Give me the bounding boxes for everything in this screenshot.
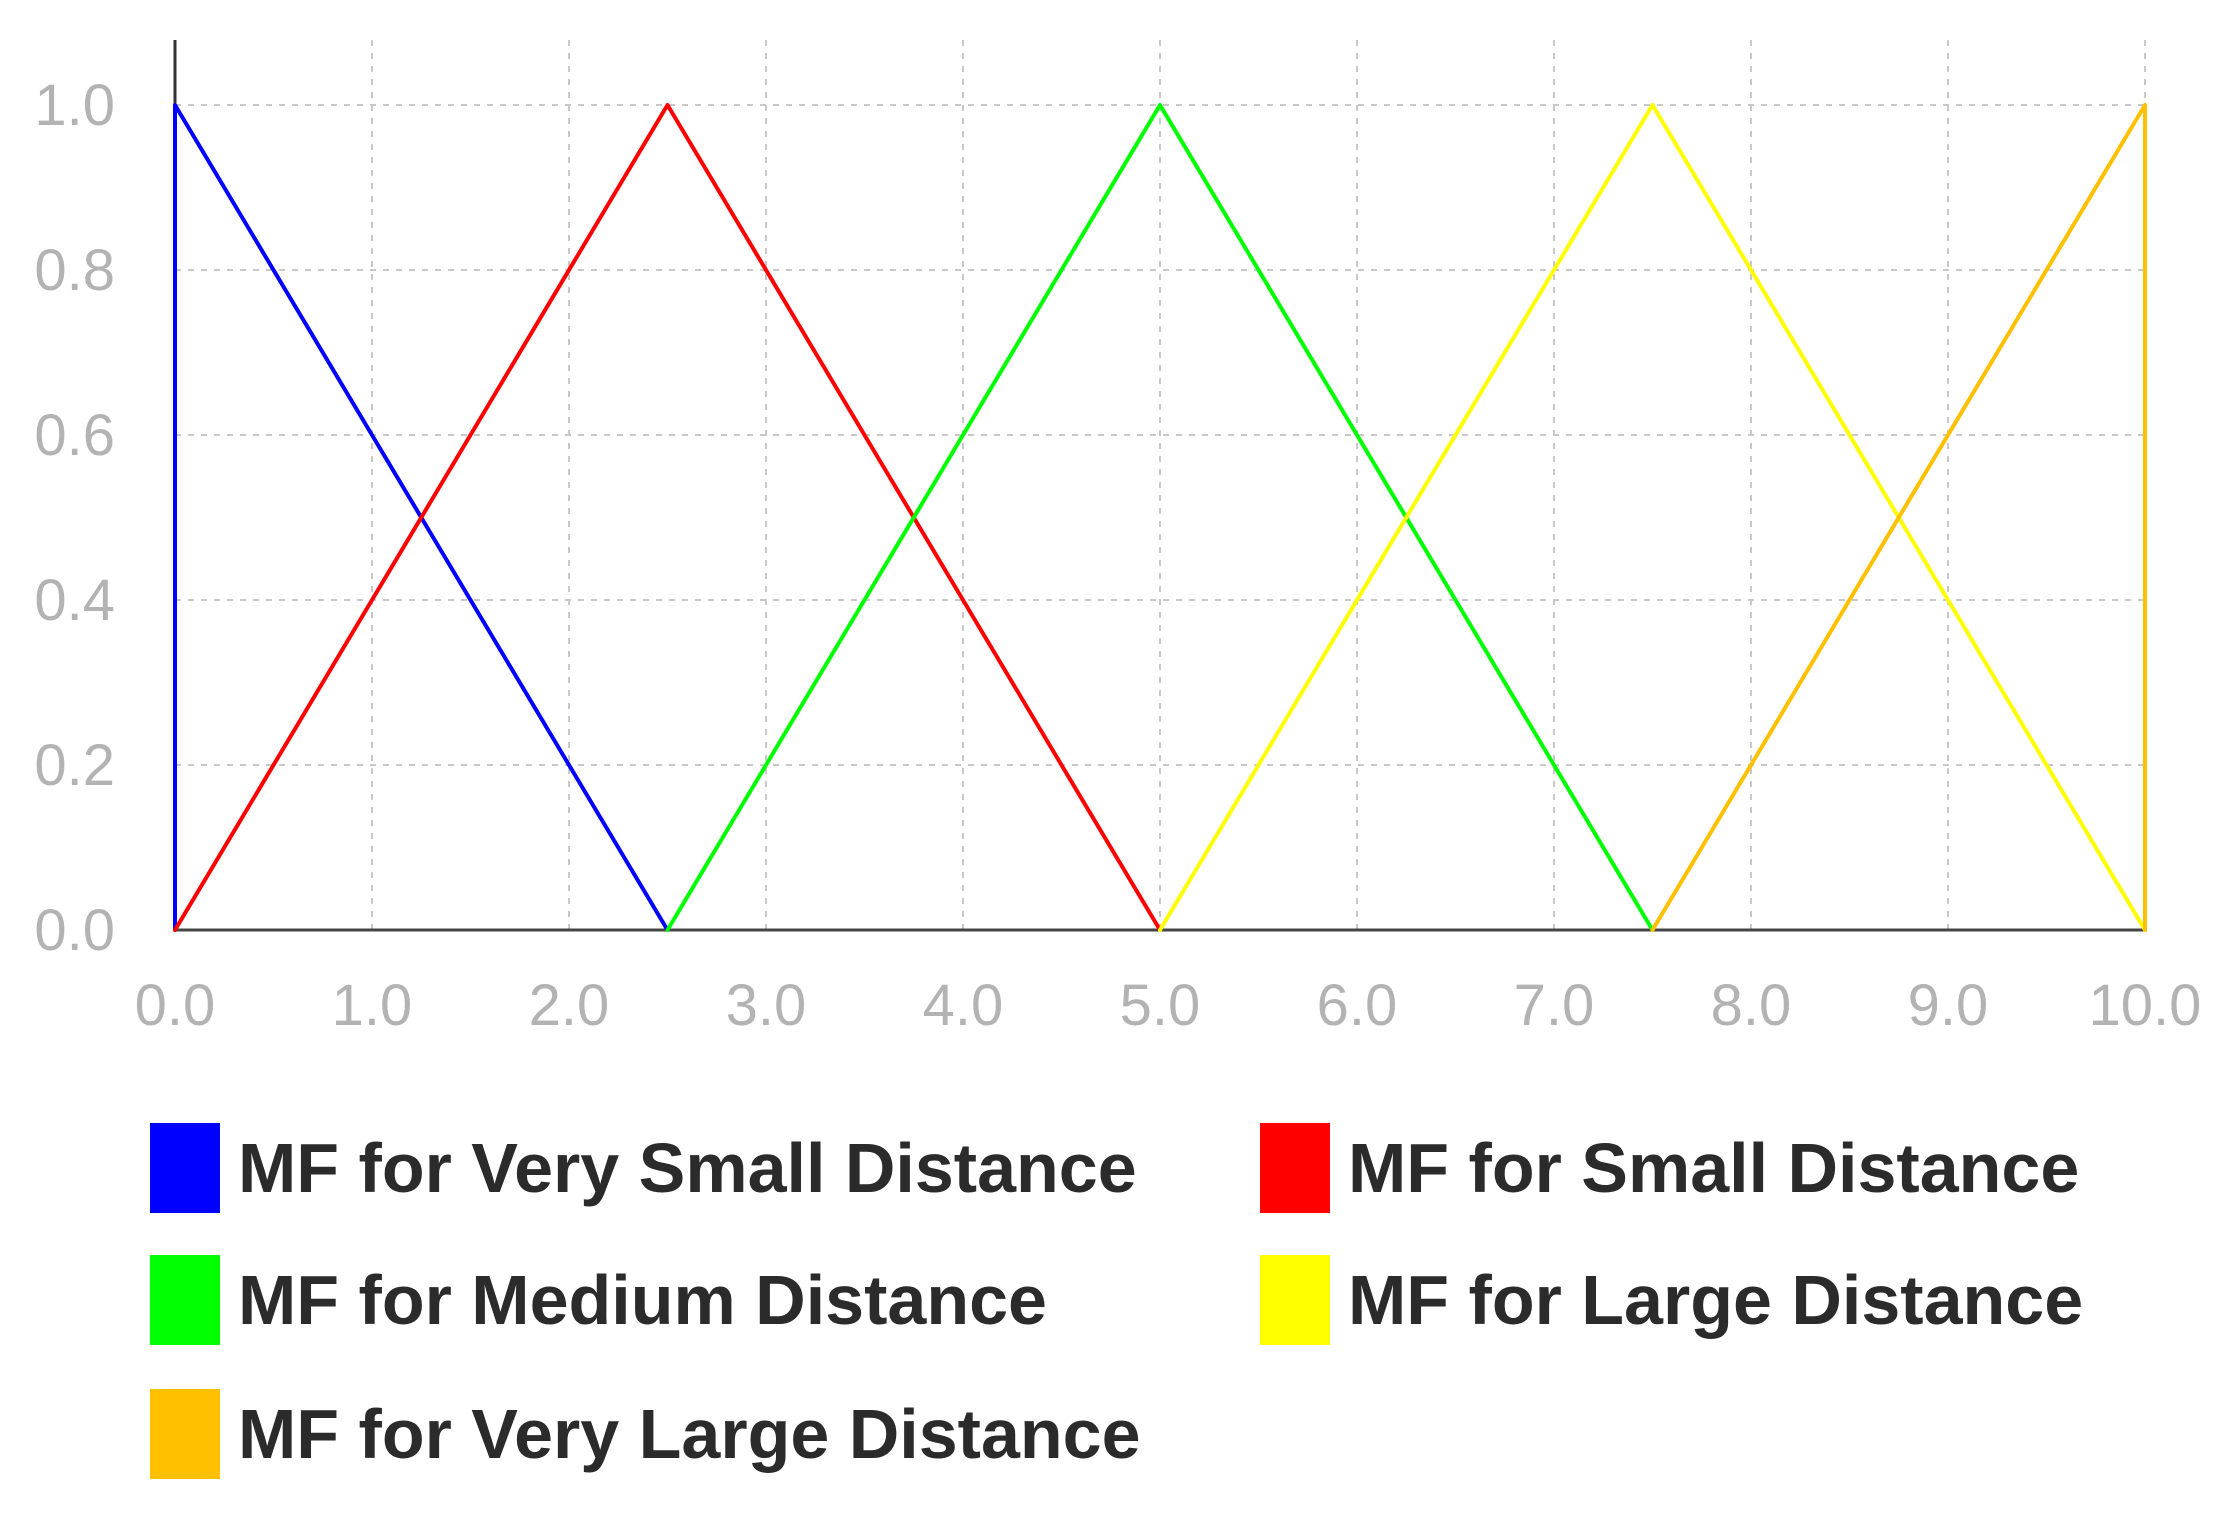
y-tick-label: 0.8 (34, 238, 115, 303)
x-tick-label: 5.0 (1120, 973, 1201, 1038)
grid (175, 40, 2146, 930)
legend-label: MF for Medium Distance (238, 1261, 1047, 1339)
legend-label: MF for Very Small Distance (238, 1129, 1137, 1207)
series-line-mf-for-very-large-distance (1650, 103, 2147, 932)
series-line-mf-for-small-distance (173, 103, 1162, 932)
x-tick-label: 9.0 (1908, 973, 1989, 1038)
x-tick-label: 1.0 (332, 973, 413, 1038)
legend-item-very-small: MF for Very Small Distance (150, 1120, 1137, 1216)
legend-swatch (1260, 1255, 1330, 1345)
legend-item-large: MF for Large Distance (1260, 1252, 2083, 1348)
x-tick-label: 4.0 (923, 973, 1004, 1038)
y-tick-label: 0.2 (34, 733, 115, 798)
y-tick-label: 1.0 (34, 73, 115, 138)
x-tick-label: 2.0 (529, 973, 610, 1038)
y-tick-label: 0.4 (34, 568, 115, 633)
legend-label: MF for Large Distance (1348, 1261, 2084, 1339)
legend-swatch (150, 1255, 220, 1345)
x-tick-label: 6.0 (1317, 973, 1398, 1038)
legend-label: MF for Very Large Distance (238, 1395, 1141, 1473)
x-tick-label: 0.0 (135, 973, 216, 1038)
legend-label: MF for Small Distance (1348, 1129, 2080, 1207)
x-tick-label: 3.0 (726, 973, 807, 1038)
x-tick-label: 8.0 (1711, 973, 1792, 1038)
legend-item-medium: MF for Medium Distance (150, 1252, 1047, 1348)
x-tick-label: 7.0 (1514, 973, 1595, 1038)
legend-item-very-large: MF for Very Large Distance (150, 1386, 1141, 1482)
x-tick-label: 10.0 (2089, 973, 2202, 1038)
legend: MF for Very Small Distance MF for Small … (150, 1120, 2150, 1500)
legend-item-small: MF for Small Distance (1260, 1120, 2079, 1216)
legend-swatch (150, 1123, 220, 1213)
series-lines (173, 103, 2147, 932)
y-tick-label: 0.6 (34, 403, 115, 468)
tick-labels: 0.0 1.0 2.0 3.0 4.0 5.0 6.0 7.0 8.0 9.0 10.0 0.0 0.2… (34, 73, 2201, 1038)
series-line-mf-for-medium-distance (665, 103, 1655, 932)
series-line-mf-for-large-distance (1158, 103, 2147, 932)
legend-swatch (1260, 1123, 1330, 1213)
legend-swatch (150, 1389, 220, 1479)
series-line-mf-for-very-small-distance (173, 103, 670, 932)
y-tick-label: 0.0 (34, 898, 115, 963)
